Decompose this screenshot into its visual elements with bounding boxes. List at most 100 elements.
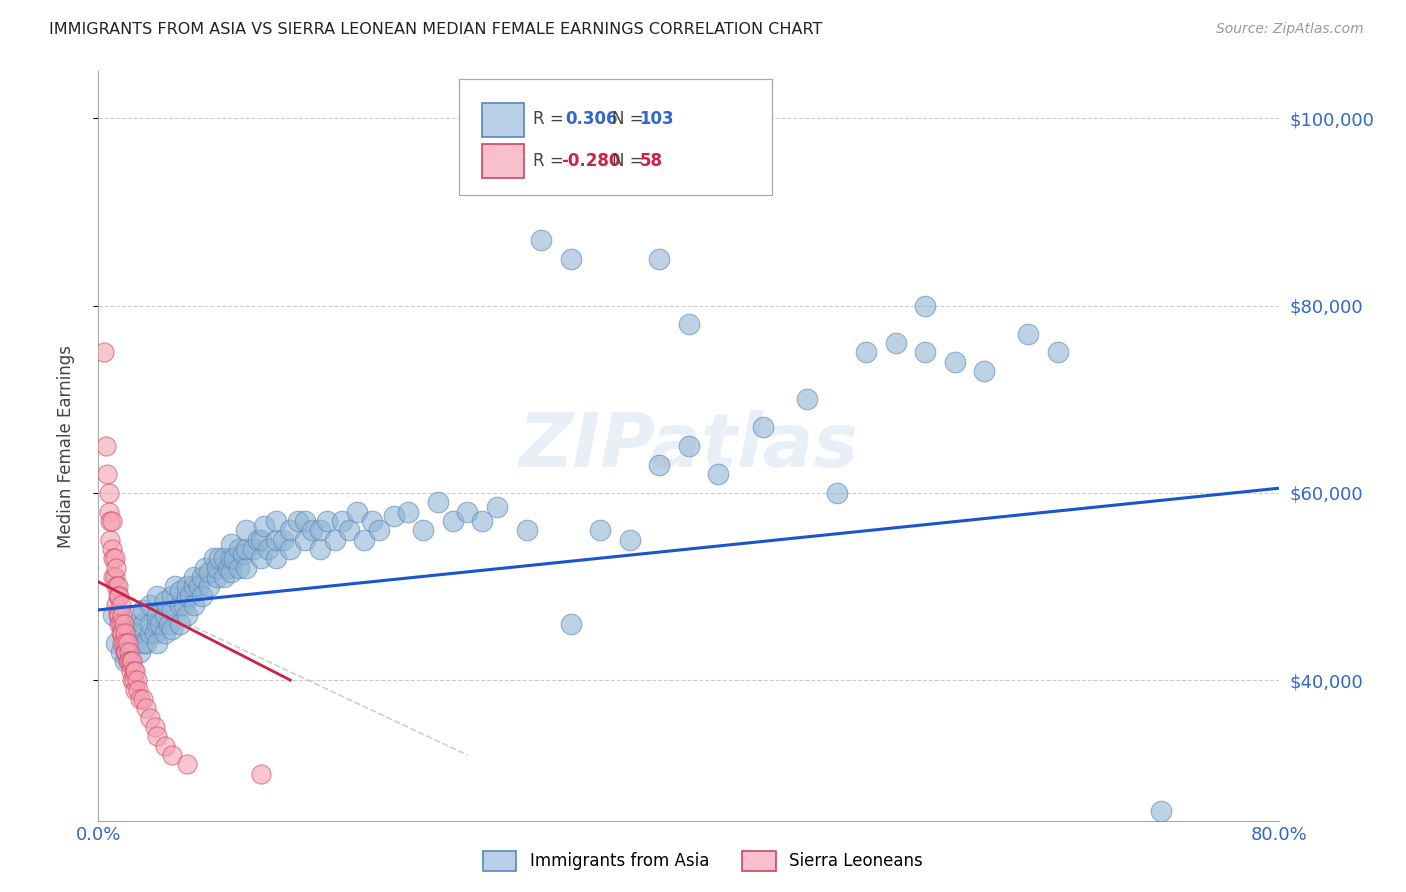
Text: Source: ZipAtlas.com: Source: ZipAtlas.com (1216, 22, 1364, 37)
Point (97, 505, 120, 519)
Point (560, 252, 582, 266)
Point (412, 523, 434, 537)
Point (143, 720, 166, 734)
Point (146, 730, 169, 744)
Point (162, 589, 183, 603)
Point (153, 626, 176, 640)
Point (100, 514, 122, 528)
Point (146, 617, 169, 632)
Point (105, 561, 128, 575)
Point (112, 617, 135, 632)
Point (111, 635, 134, 649)
Point (107, 589, 129, 603)
Legend: Immigrants from Asia, Sierra Leoneans: Immigrants from Asia, Sierra Leoneans (475, 842, 931, 880)
Point (120, 655, 142, 669)
Point (346, 505, 368, 519)
Point (914, 298, 936, 313)
Point (235, 561, 257, 575)
Point (752, 420, 775, 434)
Point (108, 617, 131, 632)
Point (678, 439, 700, 453)
Point (648, 458, 671, 472)
Text: R =: R = (533, 153, 564, 170)
Point (132, 635, 155, 649)
Point (309, 542, 332, 557)
Text: ZIPatlas: ZIPatlas (519, 409, 859, 483)
Point (264, 514, 287, 528)
Point (132, 692, 155, 706)
Point (111, 607, 134, 622)
Point (183, 580, 205, 594)
Point (382, 509, 405, 524)
Point (398, 505, 420, 519)
Text: R =: R = (533, 111, 564, 128)
Point (187, 580, 209, 594)
Point (884, 336, 907, 351)
Point (96, 467, 118, 482)
Point (205, 570, 228, 584)
Point (169, 599, 191, 613)
Point (183, 570, 205, 584)
Point (139, 626, 162, 640)
Point (441, 514, 464, 528)
Point (146, 607, 169, 622)
Point (648, 252, 671, 266)
Point (146, 589, 169, 603)
Point (264, 533, 287, 547)
Point (250, 551, 273, 566)
Point (121, 655, 143, 669)
Point (191, 589, 214, 603)
Point (98, 514, 121, 528)
Point (125, 673, 148, 688)
Y-axis label: Median Female Earnings: Median Female Earnings (56, 344, 75, 548)
Point (107, 580, 129, 594)
Point (271, 533, 294, 547)
Point (257, 542, 280, 557)
Point (104, 570, 127, 584)
Point (146, 635, 169, 649)
Point (191, 570, 214, 584)
FancyBboxPatch shape (482, 144, 523, 178)
Point (114, 626, 136, 640)
FancyBboxPatch shape (458, 78, 772, 195)
Point (139, 617, 162, 632)
Point (115, 635, 138, 649)
Point (224, 551, 246, 566)
Point (208, 551, 231, 566)
Point (176, 589, 198, 603)
Point (242, 542, 264, 557)
Point (120, 664, 142, 678)
Point (124, 626, 146, 640)
Text: 103: 103 (640, 111, 673, 128)
Point (162, 622, 183, 636)
Text: 0.306: 0.306 (565, 111, 617, 128)
Point (128, 692, 150, 706)
Point (153, 607, 176, 622)
Point (457, 505, 479, 519)
Point (115, 645, 138, 659)
Point (176, 757, 198, 772)
Point (139, 710, 162, 724)
Point (173, 599, 195, 613)
Point (294, 514, 316, 528)
Point (253, 518, 276, 533)
Point (914, 345, 936, 359)
Point (104, 551, 127, 566)
Point (165, 580, 187, 594)
Point (309, 523, 332, 537)
Text: N =: N = (612, 111, 644, 128)
Point (221, 537, 243, 551)
Point (1018, 326, 1040, 341)
Point (111, 626, 134, 640)
Point (246, 533, 269, 547)
Point (221, 566, 243, 580)
Point (486, 500, 509, 514)
Point (103, 607, 125, 622)
Point (427, 495, 450, 509)
Point (135, 635, 157, 649)
Point (105, 635, 128, 649)
Point (100, 542, 122, 557)
Point (301, 523, 323, 537)
Point (105, 580, 128, 594)
Point (157, 617, 180, 632)
